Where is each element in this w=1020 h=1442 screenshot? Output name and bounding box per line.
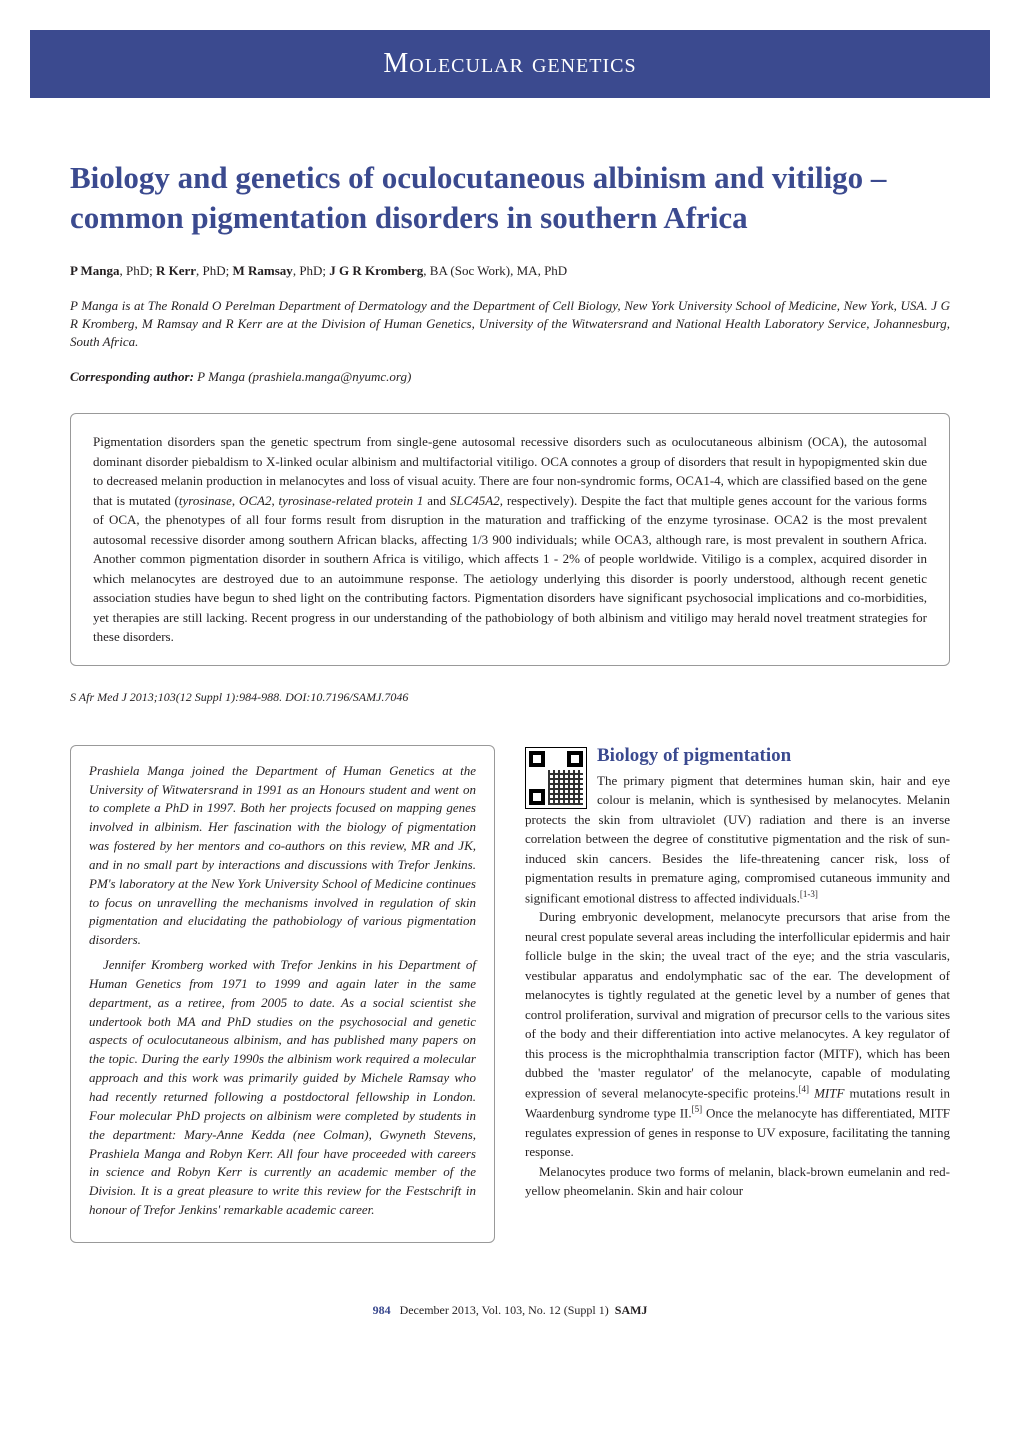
paragraph: During embryonic development, melanocyte…	[525, 907, 950, 1161]
article-content: Biology and genetics of oculocutaneous a…	[0, 158, 1020, 1348]
author-bio-box: Prashiela Manga joined the Department of…	[70, 745, 495, 1243]
page-footer: 984 December 2013, Vol. 103, No. 12 (Sup…	[70, 1303, 950, 1348]
paragraph: Melanocytes produce two forms of melanin…	[525, 1162, 950, 1201]
page-number: 984	[373, 1303, 391, 1317]
corresponding-label: Corresponding author:	[70, 369, 194, 384]
right-column: Biology of pigmentation The primary pigm…	[525, 745, 950, 1243]
citation: S Afr Med J 2013;103(12 Suppl 1):984-988…	[70, 690, 950, 705]
body-text: The primary pigment that determines huma…	[525, 771, 950, 1201]
two-column-layout: Prashiela Manga joined the Department of…	[70, 745, 950, 1243]
left-column: Prashiela Manga joined the Department of…	[70, 745, 495, 1243]
section-heading: Biology of pigmentation	[525, 745, 950, 767]
corresponding-value: P Manga (prashiela.manga@nyumc.org)	[194, 369, 411, 384]
footer-text: December 2013, Vol. 103, No. 12 (Suppl 1…	[400, 1303, 609, 1317]
abstract-box: Pigmentation disorders span the genetic …	[70, 413, 950, 666]
authors-line: P Manga, PhD; R Kerr, PhD; M Ramsay, PhD…	[70, 263, 950, 279]
affiliations: P Manga is at The Ronald O Perelman Depa…	[70, 297, 950, 352]
paragraph: The primary pigment that determines huma…	[525, 771, 950, 908]
reference-superscript: [1-3]	[800, 889, 818, 899]
article-title: Biology and genetics of oculocutaneous a…	[70, 158, 950, 239]
qr-code-icon	[525, 747, 587, 809]
reference-superscript: [5]	[692, 1104, 703, 1114]
bio-paragraph-1: Prashiela Manga joined the Department of…	[89, 762, 476, 950]
journal-abbrev: SAMJ	[615, 1303, 648, 1317]
bio-paragraph-2: Jennifer Kromberg worked with Trefor Jen…	[89, 956, 476, 1220]
reference-superscript: [4]	[798, 1084, 809, 1094]
corresponding-author: Corresponding author: P Manga (prashiela…	[70, 369, 950, 385]
section-banner: Molecular genetics	[30, 30, 990, 98]
